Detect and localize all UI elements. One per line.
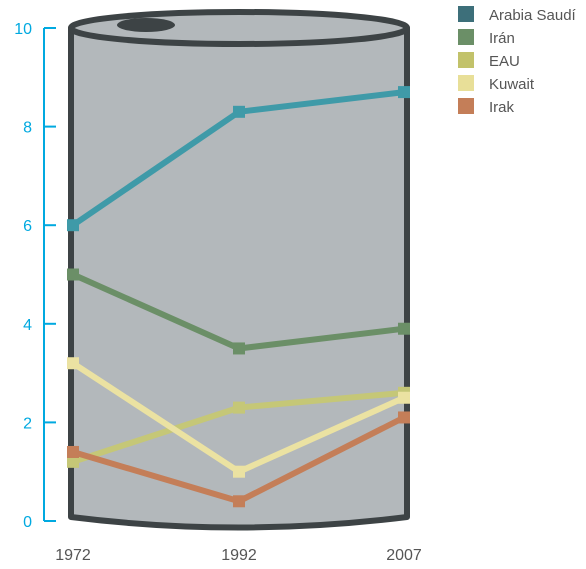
legend: Arabia Saudí Irán EAU Kuwait Irak xyxy=(458,6,577,116)
data-point xyxy=(233,342,245,355)
data-point xyxy=(233,105,245,118)
data-point xyxy=(233,401,245,414)
legend-label: Kuwait xyxy=(489,76,535,93)
y-tick-label: 6 xyxy=(23,218,32,235)
data-point xyxy=(233,495,245,508)
legend-label: Arabia Saudí xyxy=(489,7,577,24)
legend-label: Irak xyxy=(489,99,515,116)
data-point xyxy=(398,322,410,335)
x-tick-label: 1972 xyxy=(55,547,91,564)
series-0 xyxy=(67,86,410,232)
series-1 xyxy=(67,268,410,355)
y-tick-label: 10 xyxy=(14,21,32,38)
legend-item: Arabia Saudí xyxy=(458,6,577,24)
data-point xyxy=(67,268,79,281)
legend-swatch xyxy=(458,6,474,22)
x-tick-label: 1992 xyxy=(221,547,257,564)
data-point xyxy=(398,391,410,404)
x-tick-label: 2007 xyxy=(386,547,422,564)
legend-item: Kuwait xyxy=(458,75,535,93)
legend-label: Irán xyxy=(489,30,515,47)
data-point xyxy=(233,465,245,478)
legend-label: EAU xyxy=(489,53,520,70)
barrel-body xyxy=(68,25,410,531)
legend-item: Irán xyxy=(458,29,515,47)
series-layer xyxy=(67,86,410,508)
data-point xyxy=(67,455,79,468)
data-point xyxy=(67,445,79,458)
barrel xyxy=(68,9,410,531)
legend-swatch xyxy=(458,75,474,91)
data-point xyxy=(398,411,410,424)
y-tick-label: 4 xyxy=(23,317,32,334)
data-point xyxy=(67,219,79,232)
y-tick-label: 2 xyxy=(23,415,32,432)
legend-swatch xyxy=(458,29,474,45)
legend-swatch xyxy=(458,52,474,68)
legend-item: Irak xyxy=(458,98,515,116)
y-axis: 0 2 4 6 8 10 xyxy=(14,21,56,531)
series-4 xyxy=(67,411,410,508)
y-tick-label: 8 xyxy=(23,120,32,137)
barrel-cap xyxy=(117,18,175,32)
y-tick-label: 0 xyxy=(23,514,32,531)
data-point xyxy=(67,357,79,370)
x-axis: 1972 1992 2007 xyxy=(55,547,422,564)
legend-swatch xyxy=(458,98,474,114)
data-point xyxy=(398,86,410,99)
series-3 xyxy=(67,357,410,478)
legend-item: EAU xyxy=(458,52,520,70)
